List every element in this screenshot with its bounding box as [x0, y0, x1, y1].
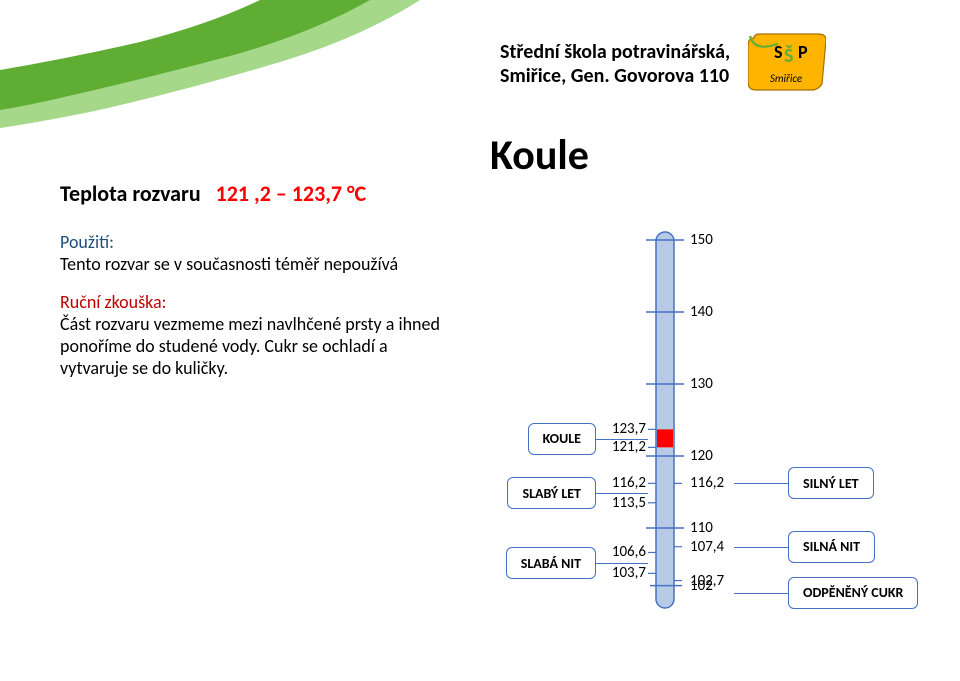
- stage-connector: [734, 547, 788, 548]
- left-temp-label: 116,2: [602, 474, 646, 492]
- stage-connector: [596, 563, 648, 564]
- usage-body: Tento rozvar se v současnosti téměř nepo…: [60, 253, 440, 275]
- manual-head: Ruční zkouška:: [60, 291, 440, 313]
- stage-connector: [734, 593, 788, 594]
- stage-connector: [596, 439, 648, 440]
- left-temp-label: 113,5: [602, 494, 646, 512]
- left-temp-label: 103,7: [602, 564, 646, 582]
- corner-swoosh: [0, 0, 460, 160]
- text-content: Teplota rozvaru 121 ,2 – 123,7 °C Použit…: [60, 180, 440, 391]
- left-temp-label: 121,2: [602, 438, 646, 456]
- major-tick-label: 140: [690, 303, 713, 321]
- right-temp-label: 102,7: [690, 572, 724, 590]
- school-header: Střední škola potravinářská, Smiřice, Ge…: [500, 32, 920, 96]
- temp-line: Teplota rozvaru 121 ,2 – 123,7 °C: [60, 180, 440, 207]
- stage-box-left: SLABÁ NIT: [506, 547, 596, 579]
- major-tick-label: 120: [690, 447, 713, 465]
- right-temp-label: 107,4: [690, 538, 724, 556]
- stage-connector: [596, 493, 648, 494]
- major-tick-label: 110: [690, 519, 713, 537]
- svg-text:Smiřice: Smiřice: [770, 72, 802, 85]
- usage-head: Použití:: [60, 231, 440, 253]
- major-tick-label: 130: [690, 375, 713, 393]
- manual-body: Část rozvaru vezmeme mezi navlhčené prst…: [60, 313, 440, 379]
- right-temp-label: 116,2: [690, 474, 724, 492]
- svg-text:P: P: [798, 41, 808, 63]
- left-temp-label: 106,6: [602, 543, 646, 561]
- school-name-line2: Smiřice, Gen. Govorova 110: [500, 64, 730, 88]
- stage-box-right: SILNÁ NIT: [788, 531, 875, 563]
- temp-label: Teplota rozvaru: [60, 180, 201, 207]
- stage-box-left: SLABÝ LET: [507, 477, 596, 509]
- stage-box-left: KOULE: [528, 423, 596, 455]
- stage-box-right: SILNÝ LET: [788, 467, 874, 499]
- school-logo: S Š P Smiřice: [748, 32, 826, 96]
- stage-connector: [734, 483, 788, 484]
- svg-text:Š: Š: [784, 44, 793, 68]
- stage-box-right: ODPĚNĚNÝ CUKR: [788, 577, 918, 609]
- left-temp-label: 123,7: [602, 420, 646, 438]
- thermometer-diagram: Koule 150140130120110102123,7121,2116,21…: [440, 130, 920, 610]
- school-name-line1: Střední škola potravinářská,: [500, 40, 730, 64]
- major-tick-label: 150: [690, 231, 713, 249]
- temp-range: 121 ,2 – 123,7 °C: [216, 180, 367, 207]
